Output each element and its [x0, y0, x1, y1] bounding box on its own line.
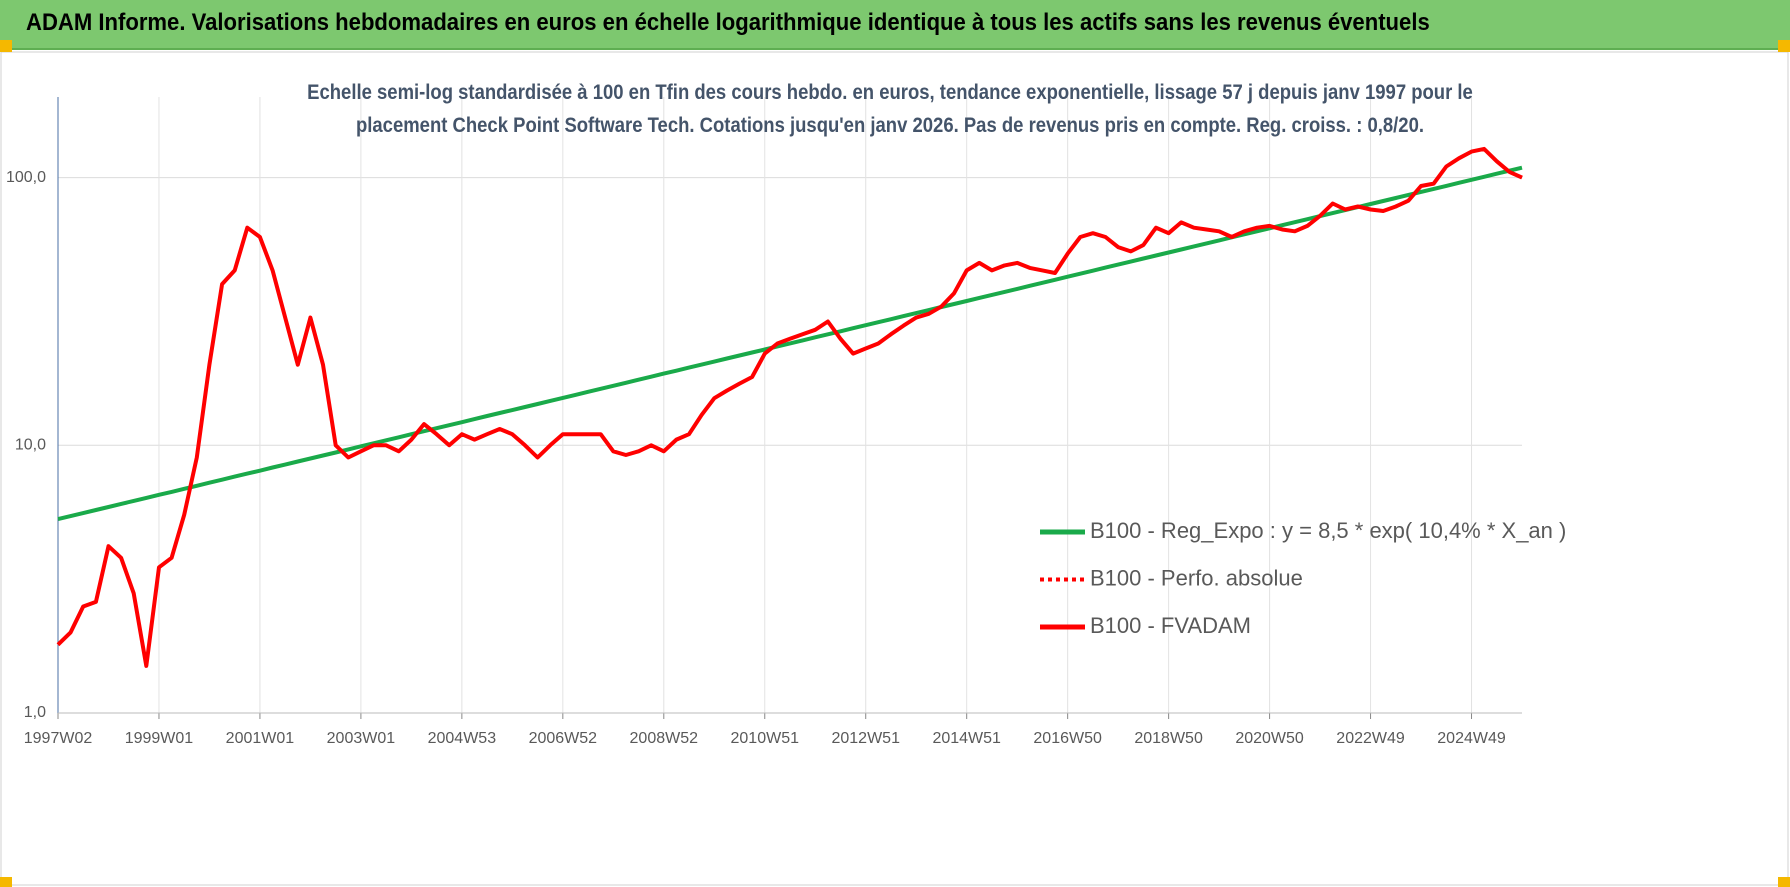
header-title: ADAM Informe. Valorisations hebdomadaire… [26, 9, 1430, 36]
header: ADAM Informe. Valorisations hebdomadaire… [0, 0, 1790, 50]
line-series [56, 146, 1523, 668]
legend-label: B100 - FVADAM [1090, 613, 1251, 638]
x-tick-label: 1999W01 [125, 730, 194, 747]
x-tick-label: 2004W53 [428, 730, 497, 747]
frame [0, 51, 1789, 886]
legend-label: B100 - Reg_Expo : y = 8,5 * exp( 10,4% *… [1090, 518, 1566, 543]
x-tick-label: 2020W50 [1235, 730, 1304, 747]
x-tick-label: 2012W51 [831, 730, 900, 747]
x-tick-label: 2018W50 [1134, 730, 1203, 747]
x-tick-label: 2010W51 [731, 730, 800, 747]
y-tick-label: 100,0 [6, 169, 46, 186]
line-series [57, 165, 1523, 522]
corner [1778, 877, 1790, 887]
x-tick-label: 2022W49 [1336, 730, 1405, 747]
corner [0, 40, 12, 52]
y-tick-label: 1,0 [24, 704, 46, 721]
legend-label: B100 - Perfo. absolue [1090, 565, 1303, 590]
corner [0, 877, 12, 887]
x-tick-label: 2014W51 [932, 730, 1001, 747]
x-tick-label: 2003W01 [327, 730, 396, 747]
x-tick-label: 2001W01 [226, 730, 295, 747]
chart-title: Echelle semi-log standardisée à 100 en T… [307, 81, 1473, 137]
y-tick-label: 10,0 [15, 437, 46, 454]
x-tick-label: 2024W49 [1437, 730, 1506, 747]
x-tick-label: 1997W02 [24, 730, 93, 747]
x-tick-label: 2006W52 [529, 730, 598, 747]
x-tick-label: 2008W52 [630, 730, 699, 747]
corner [1778, 40, 1790, 52]
x-tick-label: 2016W50 [1033, 730, 1102, 747]
